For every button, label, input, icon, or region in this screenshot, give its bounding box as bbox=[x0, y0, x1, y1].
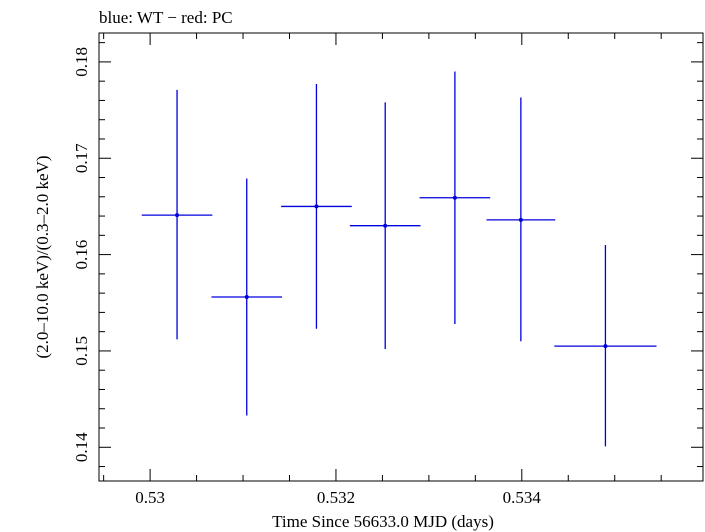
data-point bbox=[314, 204, 319, 209]
x-tick-label: 0.53 bbox=[135, 488, 165, 507]
data-point bbox=[518, 217, 523, 222]
y-tick-label: 0.16 bbox=[72, 240, 91, 270]
y-tick-label: 0.18 bbox=[72, 47, 91, 77]
data-point bbox=[383, 223, 388, 228]
x-tick-label: 0.532 bbox=[317, 488, 355, 507]
data-marks bbox=[141, 71, 657, 447]
y-tick-labels: 0.14 0.15 0.16 0.17 0.18 bbox=[72, 47, 91, 462]
y-tick-label: 0.15 bbox=[72, 336, 91, 366]
x-axis-label: Time Since 56633.0 MJD (days) bbox=[272, 512, 494, 531]
y-tick-label: 0.14 bbox=[72, 432, 91, 462]
data-point bbox=[244, 294, 249, 299]
y-axis-label: (2.0–10.0 keV)/(0.3–2.0 keV) bbox=[33, 155, 52, 358]
data-point bbox=[603, 344, 608, 349]
axis-ticks bbox=[99, 33, 703, 481]
y-tick-label: 0.17 bbox=[72, 143, 91, 173]
data-point bbox=[175, 213, 180, 218]
chart-title: blue: WT − red: PC bbox=[99, 8, 233, 27]
plot-frame bbox=[98, 32, 704, 482]
data-point bbox=[452, 195, 457, 200]
x-tick-label: 0.534 bbox=[503, 488, 542, 507]
x-tick-labels: 0.53 0.532 0.534 bbox=[135, 488, 541, 507]
series-wt bbox=[141, 71, 657, 447]
